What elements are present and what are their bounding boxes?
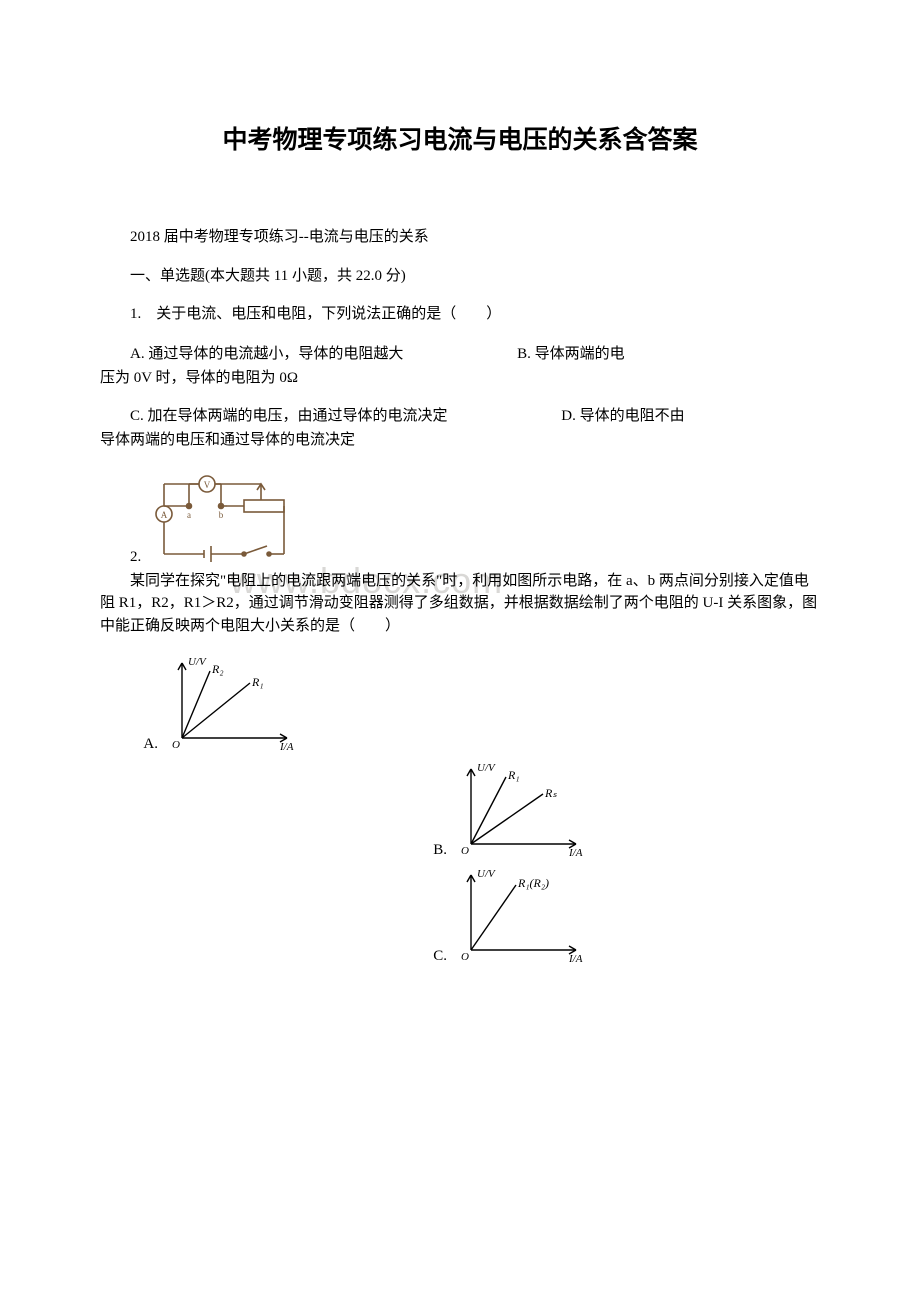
svg-text:Rₛ: Rₛ — [544, 786, 557, 800]
svg-text:I/A: I/A — [279, 741, 294, 753]
svg-text:U/V: U/V — [477, 868, 496, 880]
circuit-diagram-icon: A V a b — [149, 466, 299, 566]
document-page: 中考物理专项练习电流与电压的关系含答案 2018 届中考物理专项练习--电流与电… — [0, 0, 920, 1031]
q1-option-d-lead: D. 导体的电阻不由 — [561, 408, 684, 424]
q2-figure-row: 2. — [100, 466, 820, 566]
choice-a-row: A. O U/V I/A R₂ R₁ — [100, 653, 820, 753]
q1-option-a: A. 通过导体的电流越小，导体的电阻越大 — [130, 346, 403, 362]
svg-text:I/A: I/A — [568, 847, 583, 859]
q1-stem: 1. 关于电流、电压和电阻，下列说法正确的是（ ） — [100, 303, 820, 326]
choice-c-label: C. — [419, 948, 447, 965]
svg-text:U/V: U/V — [188, 656, 207, 668]
svg-text:O: O — [172, 739, 180, 751]
q2-text-block: www.bdocx.com 某同学在探究"电阻上的电流跟两端电压的关系"时，利用… — [100, 570, 820, 638]
svg-text:U/V: U/V — [477, 762, 496, 774]
svg-text:O: O — [461, 951, 469, 963]
q1-option-row-cd: C. 加在导体两端的电压，由通过导体的电流决定 D. 导体的电阻不由 导体两端的… — [100, 404, 820, 452]
svg-text:V: V — [204, 480, 211, 490]
choice-b-row: B. O U/V I/A R₁ Rₛ — [160, 759, 820, 859]
graph-b-icon: O U/V I/A R₁ Rₛ — [451, 759, 591, 859]
svg-text:R₁: R₁ — [507, 768, 520, 782]
svg-text:a: a — [187, 510, 191, 520]
svg-text:R₁: R₁ — [251, 675, 264, 689]
q1-option-b-lead: B. 导体两端的电 — [517, 346, 625, 362]
graph-c-icon: O U/V I/A R₁(R₂) — [451, 865, 591, 965]
q2-number: 2. — [130, 549, 141, 566]
svg-text:O: O — [461, 845, 469, 857]
intro-line-1: 2018 届中考物理专项练习--电流与电压的关系 — [100, 226, 820, 249]
svg-text:R₁(R₂): R₁(R₂) — [517, 876, 549, 890]
q1-option-c: C. 加在导体两端的电压，由通过导体的电流决定 — [130, 408, 448, 424]
svg-text:I/A: I/A — [568, 953, 583, 965]
q1-option-b-cont: 压为 0V 时，导体的电阻为 0Ω — [100, 366, 820, 390]
q2-stem: 某同学在探究"电阻上的电流跟两端电压的关系"时，利用如图所示电路，在 a、b 两… — [100, 570, 820, 638]
choice-a-label: A. — [130, 736, 158, 753]
svg-text:b: b — [219, 510, 224, 520]
choice-b-label: B. — [419, 842, 447, 859]
svg-text:R₂: R₂ — [211, 662, 224, 676]
q1-option-row-ab: A. 通过导体的电流越小，导体的电阻越大 B. 导体两端的电 压为 0V 时，导… — [100, 342, 820, 390]
page-title: 中考物理专项练习电流与电压的关系含答案 — [100, 120, 820, 156]
q1-option-d-cont: 导体两端的电压和通过导体的电流决定 — [100, 428, 820, 452]
graph-a-icon: O U/V I/A R₂ R₁ — [162, 653, 302, 753]
q2-choices: A. O U/V I/A R₂ R₁ B. — [100, 653, 820, 965]
intro-line-2: 一、单选题(本大题共 11 小题，共 22.0 分) — [100, 265, 820, 288]
choice-c-row: C. O U/V I/A R₁(R₂) — [160, 865, 820, 965]
svg-text:A: A — [161, 510, 168, 520]
